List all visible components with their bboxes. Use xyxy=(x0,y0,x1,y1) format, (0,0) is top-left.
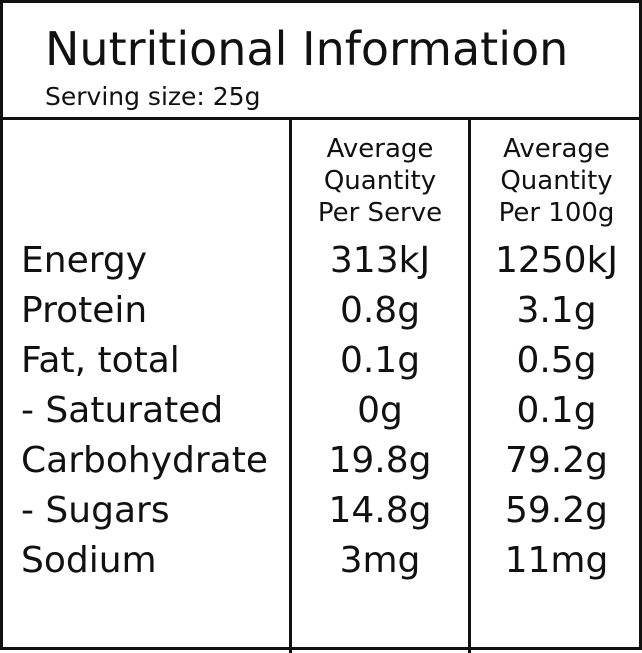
nutrient-rows: Energy 313kJ 1250kJ Protein 0.8g 3.1g Fa… xyxy=(3,236,642,586)
nutrient-name: Protein xyxy=(21,290,148,331)
table-row: - Sugars 14.8g 59.2g xyxy=(3,486,642,536)
column-header-per-serve: Average Quantity Per Serve xyxy=(292,133,468,229)
nutrient-name: Carbohydrate xyxy=(21,440,268,481)
per-100g-value: 0.1g xyxy=(516,390,597,431)
per-100g-value: 79.2g xyxy=(504,440,608,481)
column-divider xyxy=(468,120,471,653)
table-row: Carbohydrate 19.8g 79.2g xyxy=(3,436,642,486)
nutrient-name: Fat, total xyxy=(21,340,180,381)
column-divider xyxy=(289,120,292,653)
per-serve-value: 14.8g xyxy=(328,490,432,531)
per-100g-value: 3.1g xyxy=(516,290,597,331)
per-100g-value: 0.5g xyxy=(516,340,597,381)
table-row: - Saturated 0g 0.1g xyxy=(3,386,642,436)
per-serve-value: 0.8g xyxy=(339,290,421,331)
per-serve-value: 0.1g xyxy=(339,340,421,381)
per-serve-value: 3mg xyxy=(339,540,421,581)
column-header-line: Quantity xyxy=(323,166,437,196)
column-header-line: Per Serve xyxy=(317,198,443,228)
column-header-per-100g: Average Quantity Per 100g xyxy=(471,133,642,229)
table-row: Fat, total 0.1g 0.5g xyxy=(3,336,642,386)
nutrient-name: Sodium xyxy=(21,540,157,581)
per-serve-value: 19.8g xyxy=(328,440,432,481)
column-header-line: Average xyxy=(326,134,434,164)
per-serve-value: 0g xyxy=(357,390,403,431)
nutrient-name: Energy xyxy=(21,240,148,281)
per-serve-value: 313kJ xyxy=(329,240,431,281)
panel-title: Nutritional Information xyxy=(45,22,569,76)
per-100g-value: 59.2g xyxy=(504,490,608,531)
column-header-line: Per 100g xyxy=(498,198,615,228)
panel-header: Nutritional Information Serving size: 25… xyxy=(3,3,639,120)
nutrient-name: - Saturated xyxy=(21,390,224,431)
table-row: Energy 313kJ 1250kJ xyxy=(3,236,642,286)
column-header-line: Quantity xyxy=(500,166,613,196)
column-header-line: Average xyxy=(503,134,610,164)
per-100g-value: 11mg xyxy=(504,540,609,581)
table-row: Sodium 3mg 11mg xyxy=(3,536,642,586)
table-row: Protein 0.8g 3.1g xyxy=(3,286,642,336)
nutrient-name: - Sugars xyxy=(21,490,170,531)
serving-size: Serving size: 25g xyxy=(45,82,261,111)
per-100g-value: 1250kJ xyxy=(494,240,619,281)
